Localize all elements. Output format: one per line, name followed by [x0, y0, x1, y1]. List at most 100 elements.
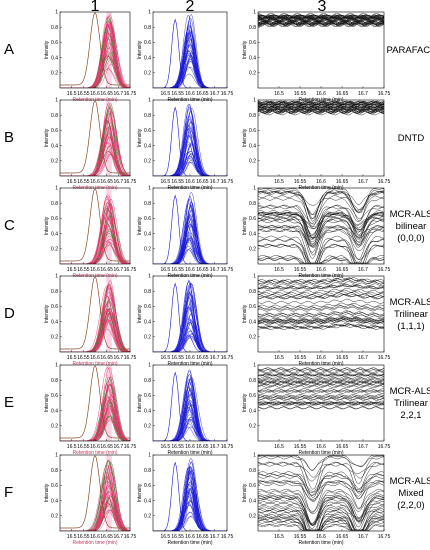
row-label-e: E	[4, 394, 14, 411]
profile-line	[153, 142, 227, 176]
profile-line	[153, 334, 227, 352]
profile-line	[258, 402, 384, 406]
profile-line	[153, 471, 227, 531]
profile-line	[153, 124, 227, 176]
profile-line	[153, 128, 227, 176]
profile-line	[153, 404, 227, 441]
profile-line	[153, 487, 227, 531]
profile-line	[258, 212, 384, 245]
profile-lines	[60, 188, 130, 264]
profile-line	[153, 335, 227, 352]
profile-line	[153, 73, 227, 88]
profile-line	[153, 393, 227, 441]
profile-line	[60, 120, 130, 176]
x-tick-label: 16.7	[210, 91, 220, 97]
row-label-d: D	[4, 305, 15, 322]
profile-line	[153, 404, 227, 441]
x-tick-label: 16.55	[171, 355, 184, 361]
y-tick-label: 0.2	[51, 514, 58, 520]
profile-line	[153, 294, 227, 352]
plot-frame	[59, 187, 131, 265]
profile-line	[258, 390, 384, 394]
y-tick-label: 1	[148, 453, 151, 459]
x-tick-label: 16.6	[185, 267, 195, 273]
profile-line	[153, 330, 227, 352]
profile-line	[153, 381, 227, 441]
profile-line	[153, 32, 227, 88]
profile-line	[258, 225, 384, 248]
profile-line	[153, 426, 227, 441]
y-axis-label: Intensity	[242, 304, 248, 323]
x-axis-label: Retention time (min)	[167, 540, 212, 546]
profile-line	[258, 376, 384, 379]
x-tick-label: 16.6	[185, 355, 195, 361]
x-tick-label: 16.75	[221, 179, 234, 185]
y-tick-label: 0.6	[51, 483, 58, 489]
x-tick-label: 16.5	[274, 355, 284, 361]
profile-line	[153, 217, 227, 264]
profile-line	[153, 224, 227, 264]
profile-line	[153, 423, 227, 441]
y-tick-label: 0.8	[249, 378, 256, 384]
y-tick-label: 0.6	[249, 304, 256, 310]
profile-line	[60, 492, 130, 531]
x-tick-label: 16.55	[77, 91, 90, 97]
column-header-3: 3	[318, 0, 327, 15]
y-axis-label: Intensity	[242, 393, 248, 412]
profile-line	[153, 50, 227, 88]
y-tick-label: 0.2	[144, 71, 151, 77]
y-axis-label: Intensity	[137, 393, 143, 412]
profile-line	[258, 277, 384, 282]
profile-line	[153, 489, 227, 531]
row-label-f: F	[4, 484, 13, 501]
y-tick-label: 0.4	[51, 319, 58, 325]
y-axis-label: Intensity	[44, 128, 50, 147]
x-tick-label: 16.65	[336, 179, 349, 185]
profile-line	[258, 111, 384, 116]
y-tick-label: 1	[148, 274, 151, 280]
profile-line	[153, 328, 227, 352]
profile-line	[153, 225, 227, 264]
profile-line	[258, 463, 384, 482]
x-axis-label: Retention time (min)	[298, 540, 343, 546]
x-tick-label: 16.65	[196, 444, 209, 450]
profile-line	[153, 39, 227, 88]
profile-line	[153, 316, 227, 352]
profile-line	[258, 294, 384, 300]
profile-line	[258, 306, 384, 312]
y-tick-label: 0.6	[51, 216, 58, 222]
profile-line	[153, 386, 227, 441]
profile-lines	[60, 100, 130, 176]
profile-line	[153, 321, 227, 352]
y-axis-label: Intensity	[137, 483, 143, 502]
method-label: DNTD	[398, 133, 425, 144]
profile-line	[258, 220, 384, 247]
profile-line	[258, 395, 384, 398]
profile-line	[60, 284, 130, 352]
x-tick-label: 16.55	[294, 267, 307, 273]
profile-line	[258, 191, 384, 206]
x-tick-label: 16.55	[294, 534, 307, 540]
profile-line	[258, 394, 384, 397]
profile-line	[258, 289, 384, 295]
y-tick-label: 0.4	[144, 408, 151, 414]
profile-line	[153, 51, 227, 88]
y-axis-label: Intensity	[242, 40, 248, 59]
profile-line	[153, 417, 227, 441]
profile-line	[258, 212, 384, 240]
profile-line	[258, 206, 384, 239]
y-tick-label: 0.4	[249, 231, 256, 237]
profile-line	[258, 322, 384, 328]
x-tick-label: 16.7	[358, 444, 368, 450]
profile-line	[153, 38, 227, 88]
profile-line	[258, 456, 384, 471]
profile-line	[153, 195, 227, 264]
profile-line	[153, 29, 227, 88]
y-tick-label: 0.2	[249, 247, 256, 253]
y-tick-label: 0.4	[51, 498, 58, 504]
y-tick-label: 0.2	[144, 514, 151, 520]
profile-line	[60, 308, 130, 352]
x-tick-label: 16.7	[358, 267, 368, 273]
profile-line	[258, 103, 384, 107]
profile-line	[153, 127, 227, 176]
